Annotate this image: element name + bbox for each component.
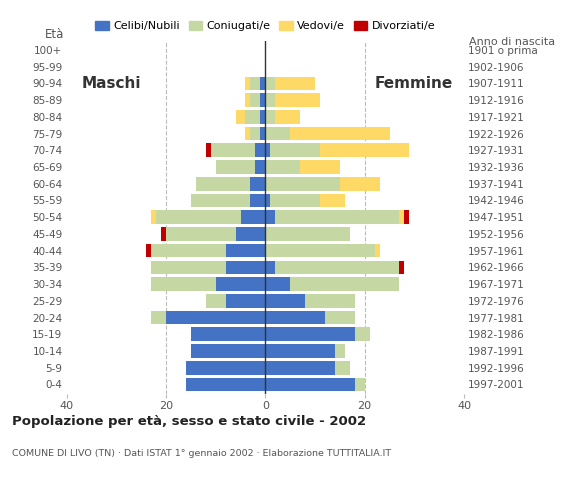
Bar [255,160,266,174]
Bar [266,93,275,107]
Bar [266,127,290,141]
Bar [400,261,404,274]
Bar [245,110,260,124]
Text: Femmine: Femmine [375,76,453,91]
Bar [166,227,235,241]
Bar [241,210,266,224]
Bar [290,277,400,291]
Bar [266,327,355,341]
Bar [266,344,335,358]
Bar [245,93,251,107]
Bar [266,277,290,291]
Text: Maschi: Maschi [82,76,141,91]
Bar [216,277,266,291]
Bar [191,193,251,207]
Bar [251,77,260,90]
Bar [276,77,315,90]
Bar [260,127,266,141]
Bar [151,210,156,224]
Bar [325,311,355,324]
Bar [266,110,275,124]
Bar [266,193,270,207]
Bar [251,93,260,107]
Bar [276,210,400,224]
Bar [226,294,266,308]
Bar [146,244,151,257]
Bar [290,127,390,141]
Bar [235,227,266,241]
Bar [266,361,335,374]
Bar [320,144,409,157]
Bar [216,160,255,174]
Bar [206,294,226,308]
Bar [235,110,245,124]
Bar [375,244,379,257]
Bar [276,110,300,124]
Bar [276,93,320,107]
Bar [196,177,251,191]
Bar [355,378,365,391]
Bar [166,311,266,324]
Bar [266,244,375,257]
Bar [191,327,266,341]
Text: Anno di nascita: Anno di nascita [469,37,554,47]
Bar [251,193,266,207]
Bar [305,294,355,308]
Bar [251,127,260,141]
Bar [276,261,400,274]
Bar [266,261,275,274]
Bar [191,344,266,358]
Bar [340,177,379,191]
Bar [226,244,266,257]
Bar [270,144,320,157]
Bar [266,160,300,174]
Bar [260,93,266,107]
Bar [186,361,266,374]
Bar [266,77,275,90]
Bar [266,177,340,191]
Bar [400,210,404,224]
Bar [226,261,266,274]
Bar [320,193,345,207]
Text: Età: Età [45,28,64,41]
Bar [335,344,345,358]
Bar [266,294,305,308]
Bar [251,177,266,191]
Bar [151,277,216,291]
Bar [206,144,211,157]
Bar [255,144,266,157]
Bar [260,110,266,124]
Bar [211,144,255,157]
Bar [151,311,166,324]
Bar [186,378,266,391]
Bar [151,244,226,257]
Text: COMUNE DI LIVO (TN) · Dati ISTAT 1° gennaio 2002 · Elaborazione TUTTITALIA.IT: COMUNE DI LIVO (TN) · Dati ISTAT 1° genn… [12,449,391,458]
Bar [266,311,325,324]
Text: Popolazione per età, sesso e stato civile - 2002: Popolazione per età, sesso e stato civil… [12,415,366,428]
Bar [151,261,226,274]
Bar [266,378,355,391]
Bar [245,77,251,90]
Bar [270,193,320,207]
Bar [355,327,369,341]
Bar [161,227,166,241]
Bar [300,160,340,174]
Bar [404,210,409,224]
Bar [260,77,266,90]
Bar [156,210,241,224]
Bar [245,127,251,141]
Bar [266,144,270,157]
Legend: Celibi/Nubili, Coniugati/e, Vedovi/e, Divorziati/e: Celibi/Nubili, Coniugati/e, Vedovi/e, Di… [91,16,440,36]
Bar [266,210,275,224]
Bar [335,361,350,374]
Bar [266,227,350,241]
